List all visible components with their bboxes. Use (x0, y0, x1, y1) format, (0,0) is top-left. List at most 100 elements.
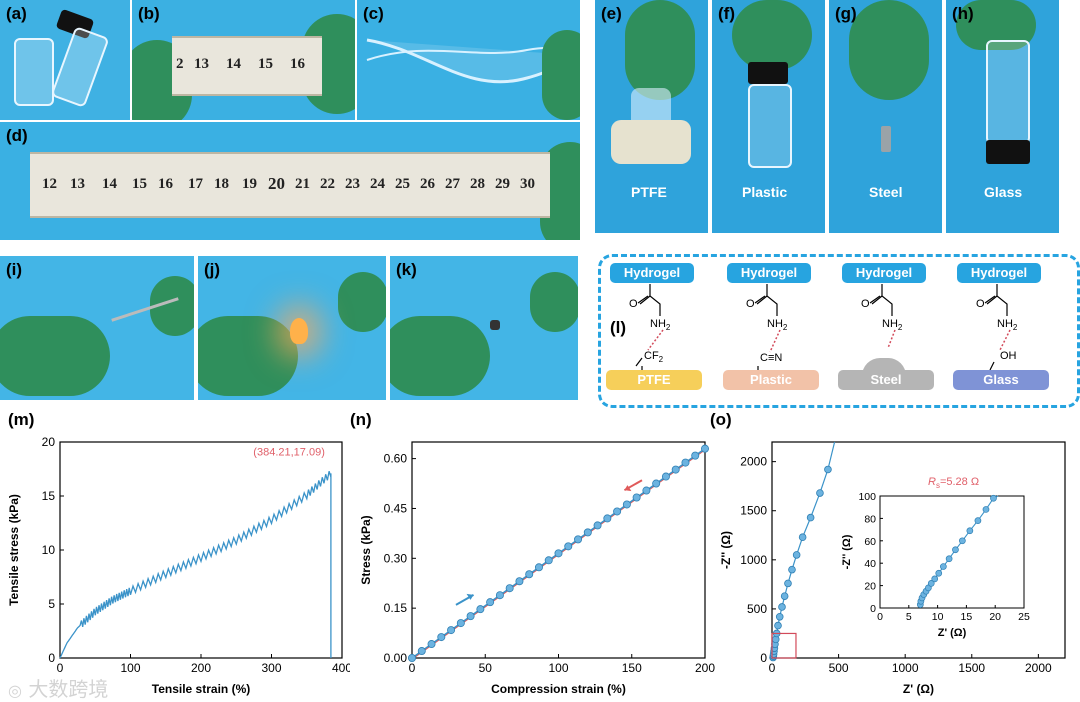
o-fit-line (772, 441, 836, 658)
o-point (774, 621, 782, 630)
o-x-axis-label: Z' (Ω) (903, 682, 934, 696)
o-annotation-rs: Rs=5.28 Ω (928, 476, 979, 490)
photo-panel-k: (k) (390, 256, 578, 400)
o-inset-y-tick-label: 100 (858, 491, 876, 503)
panel-label-g: (g) (835, 4, 857, 23)
n-point (700, 444, 709, 453)
n-x-tick-label: 50 (479, 661, 493, 675)
watermark-logo-icon: ◎ (8, 681, 22, 700)
ruler-d-num: 29 (495, 176, 510, 192)
amide-oxygen: O (629, 298, 638, 310)
o-point (775, 612, 784, 621)
ruler-b-num: 15 (258, 56, 273, 72)
amide-oxygen: O (976, 298, 985, 310)
panel-label-k: (k) (396, 260, 417, 279)
ruler-d-num: 18 (214, 176, 229, 192)
chart-compression: 0 50 100 150 200 0.00 0.15 0.30 0.45 0.60 Compress… (359, 441, 715, 696)
o-point (824, 465, 832, 474)
amide-nh2: NH2 (997, 318, 1018, 333)
panel-label-m: (m) (8, 410, 35, 429)
panel-label-d: (d) (6, 126, 28, 145)
m-annotation: (384.21,17.09) (253, 446, 325, 458)
n-y-tick-label: 0.45 (384, 501, 408, 515)
glove-right (338, 272, 386, 332)
hydrogel-box: Hydrogel (610, 263, 694, 283)
ruler-d-num: 25 (395, 176, 410, 192)
n-point (525, 570, 534, 579)
o-y-tick-label: 0 (760, 651, 767, 665)
substrate-label-steel: Steel (869, 184, 903, 200)
n-y-axis-label: Stress (kPa) (359, 515, 373, 584)
n-y-tick-label: 0.00 (384, 651, 408, 665)
photo-panel-e: (e) PTFE (595, 0, 708, 233)
o-inset-x-tick-label: 20 (989, 611, 1001, 623)
n-unloading-arrowhead (624, 485, 632, 492)
n-point (603, 514, 612, 523)
n-point (476, 605, 485, 614)
n-point (447, 626, 456, 635)
n-point (642, 486, 651, 495)
glove-hand (0, 316, 110, 396)
photo-panel-h: (h) Glass (946, 0, 1059, 233)
ptfe-block (611, 120, 691, 164)
n-point (622, 500, 631, 509)
m-x-tick-label: 200 (191, 661, 211, 675)
amide-nh2: NH2 (882, 318, 903, 333)
panel-label-j: (j) (204, 260, 221, 279)
o-y-axis-label: -Z'' (Ω) (719, 531, 733, 569)
o-inset-point (990, 494, 997, 502)
n-point (691, 451, 700, 460)
panel-label-o: (o) (710, 410, 732, 429)
o-inset-point (974, 517, 982, 524)
n-point (574, 535, 583, 544)
o-inset-x-tick-label: 25 (1018, 611, 1030, 623)
substrate-glass: Glass (953, 370, 1049, 390)
n-point (632, 493, 641, 502)
ruler-d-num: 28 (470, 176, 485, 192)
panel-label-c: (c) (363, 4, 384, 23)
ruler-d-num: 30 (520, 176, 535, 192)
o-plot-frame (771, 441, 1066, 659)
o-inset-point (959, 537, 966, 545)
n-point (534, 563, 543, 572)
o-point (792, 551, 801, 559)
adhesion-scheme (598, 254, 1080, 408)
glove (732, 0, 812, 70)
substrate-steel: Steel (838, 370, 934, 390)
o-point (784, 579, 792, 588)
o-inset-point (931, 575, 939, 583)
o-y-tick-label: 500 (747, 602, 767, 616)
o-inset-y-tick-label: 0 (870, 603, 876, 615)
n-point (408, 653, 417, 662)
photo-panel-g: (g) Steel (829, 0, 942, 233)
o-x-tick-label: 0 (769, 661, 776, 675)
m-y-axis-label: Tensile stress (kPa) (7, 494, 21, 606)
n-point (681, 458, 690, 467)
ruler-d-num: 24 (370, 176, 385, 192)
n-y-tick-label: 0.15 (384, 601, 408, 615)
tilted-vial (50, 26, 110, 108)
ptfe-cf2: CF2 (644, 350, 664, 365)
steel-metal-ion: Mn+ (880, 350, 898, 363)
m-x-tick-label: 300 (261, 661, 281, 675)
o-inset-x-axis-label: Z' (Ω) (938, 627, 967, 639)
o-inset-point (952, 546, 959, 554)
m-x-axis-label: Tensile strain (%) (152, 682, 250, 696)
o-y-tick-label: 1000 (740, 553, 767, 567)
m-series-line (59, 471, 332, 659)
glass-hydroxyl: OH (1000, 350, 1017, 362)
ruler-d-num: 12 (42, 176, 57, 192)
glove (849, 0, 929, 100)
ruler-b-num: 16 (290, 56, 305, 72)
o-inset-x-tick-label: 15 (961, 611, 973, 623)
photo-panel-b: 2 13 14 15 16 (b) (132, 0, 355, 120)
o-point (788, 565, 796, 574)
panel-label-l: (l) (610, 318, 627, 337)
o-inset-y-tick-label: 40 (864, 558, 876, 570)
vial-body (748, 84, 792, 168)
n-point (486, 598, 495, 607)
photo-panel-c: (c) (357, 0, 580, 120)
o-x-tick-label: 2000 (1025, 661, 1052, 675)
ruler-b-num: 14 (226, 56, 241, 72)
